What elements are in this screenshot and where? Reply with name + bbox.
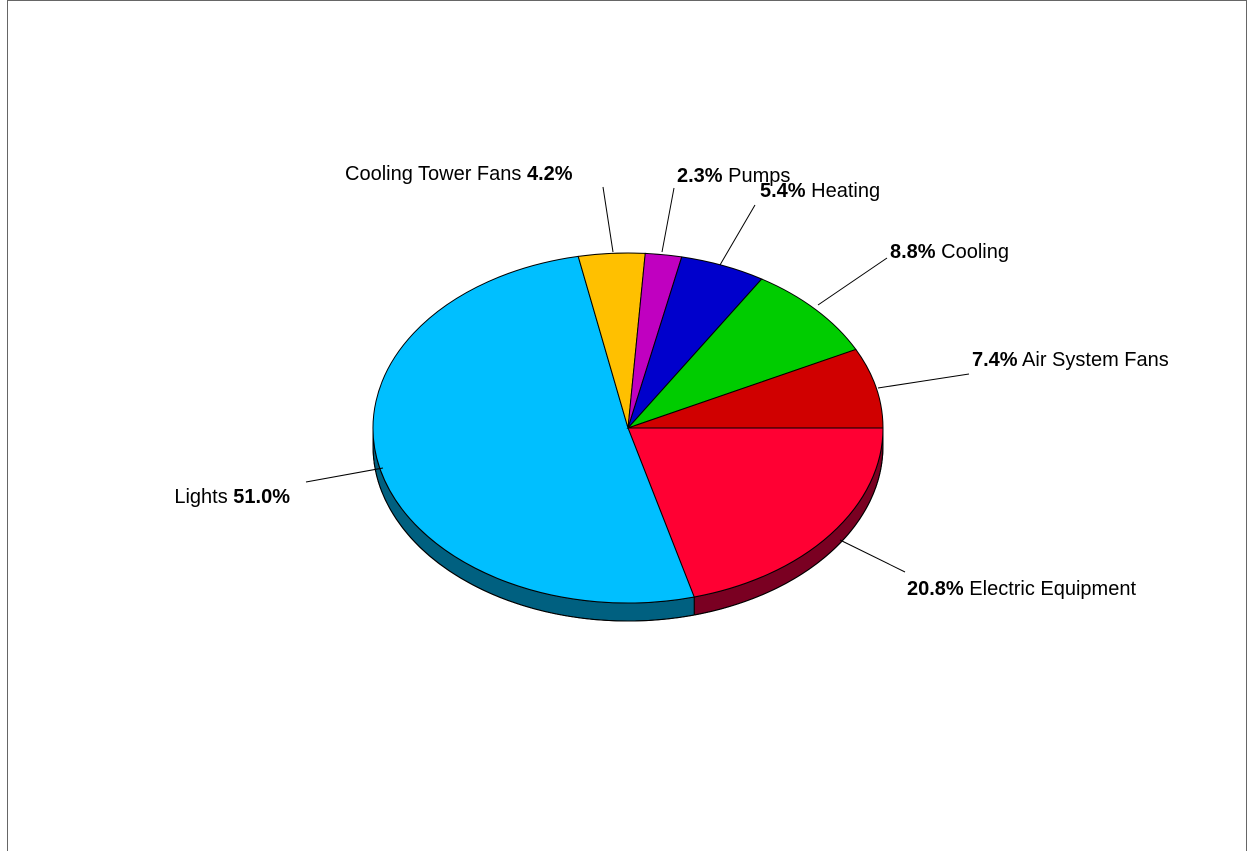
slice-percent: 2.3% <box>677 165 723 187</box>
leader-line <box>839 539 906 573</box>
pie-slice-air-system-fans <box>627 348 884 429</box>
slice-label: 7.4% Air System Fans <box>972 349 1169 371</box>
slice-name: Heating <box>811 180 880 202</box>
slice-percent: 4.2% <box>527 163 573 185</box>
leader-line <box>602 186 614 253</box>
slice-percent: 20.8% <box>907 578 964 600</box>
slice-name: Cooling <box>941 241 1009 263</box>
slice-name: Pumps <box>728 165 790 187</box>
chart-frame <box>7 0 1247 851</box>
pie-rim <box>372 445 884 622</box>
slice-name: Cooling Tower Fans <box>345 163 521 185</box>
slice-label: 20.8% Electric Equipment <box>907 578 1136 600</box>
slice-percent: 7.4% <box>972 349 1018 371</box>
leader-lines <box>305 186 970 573</box>
leader-line <box>661 187 675 253</box>
slice-label: 8.8% Cooling <box>890 241 1009 263</box>
slice-label: Cooling Tower Fans 4.2% <box>345 163 573 185</box>
slice-name: Lights <box>174 486 227 508</box>
slice-percent: 8.8% <box>890 241 936 263</box>
leader-line <box>817 257 888 306</box>
slice-labels: 20.8% Electric Equipment Lights 51.0% Cool… <box>174 163 1168 600</box>
pie-slice-cooling <box>626 278 857 430</box>
slice-label: Lights 51.0% <box>174 486 290 508</box>
slice-label: 5.4% Heating <box>760 180 880 202</box>
slice-percent: 51.0% <box>233 486 290 508</box>
slice-label: 2.3% Pumps <box>677 165 790 187</box>
pie-slice-lights <box>372 255 695 604</box>
slice-name: Air System Fans <box>1022 349 1169 371</box>
pie-slice-electric-equipment <box>627 427 884 598</box>
pie-slices <box>372 252 884 604</box>
leader-line <box>719 204 756 266</box>
leader-line <box>305 467 384 483</box>
slice-percent: 5.4% <box>760 180 806 202</box>
leader-line <box>877 373 970 389</box>
slice-name: Electric Equipment <box>969 578 1136 600</box>
